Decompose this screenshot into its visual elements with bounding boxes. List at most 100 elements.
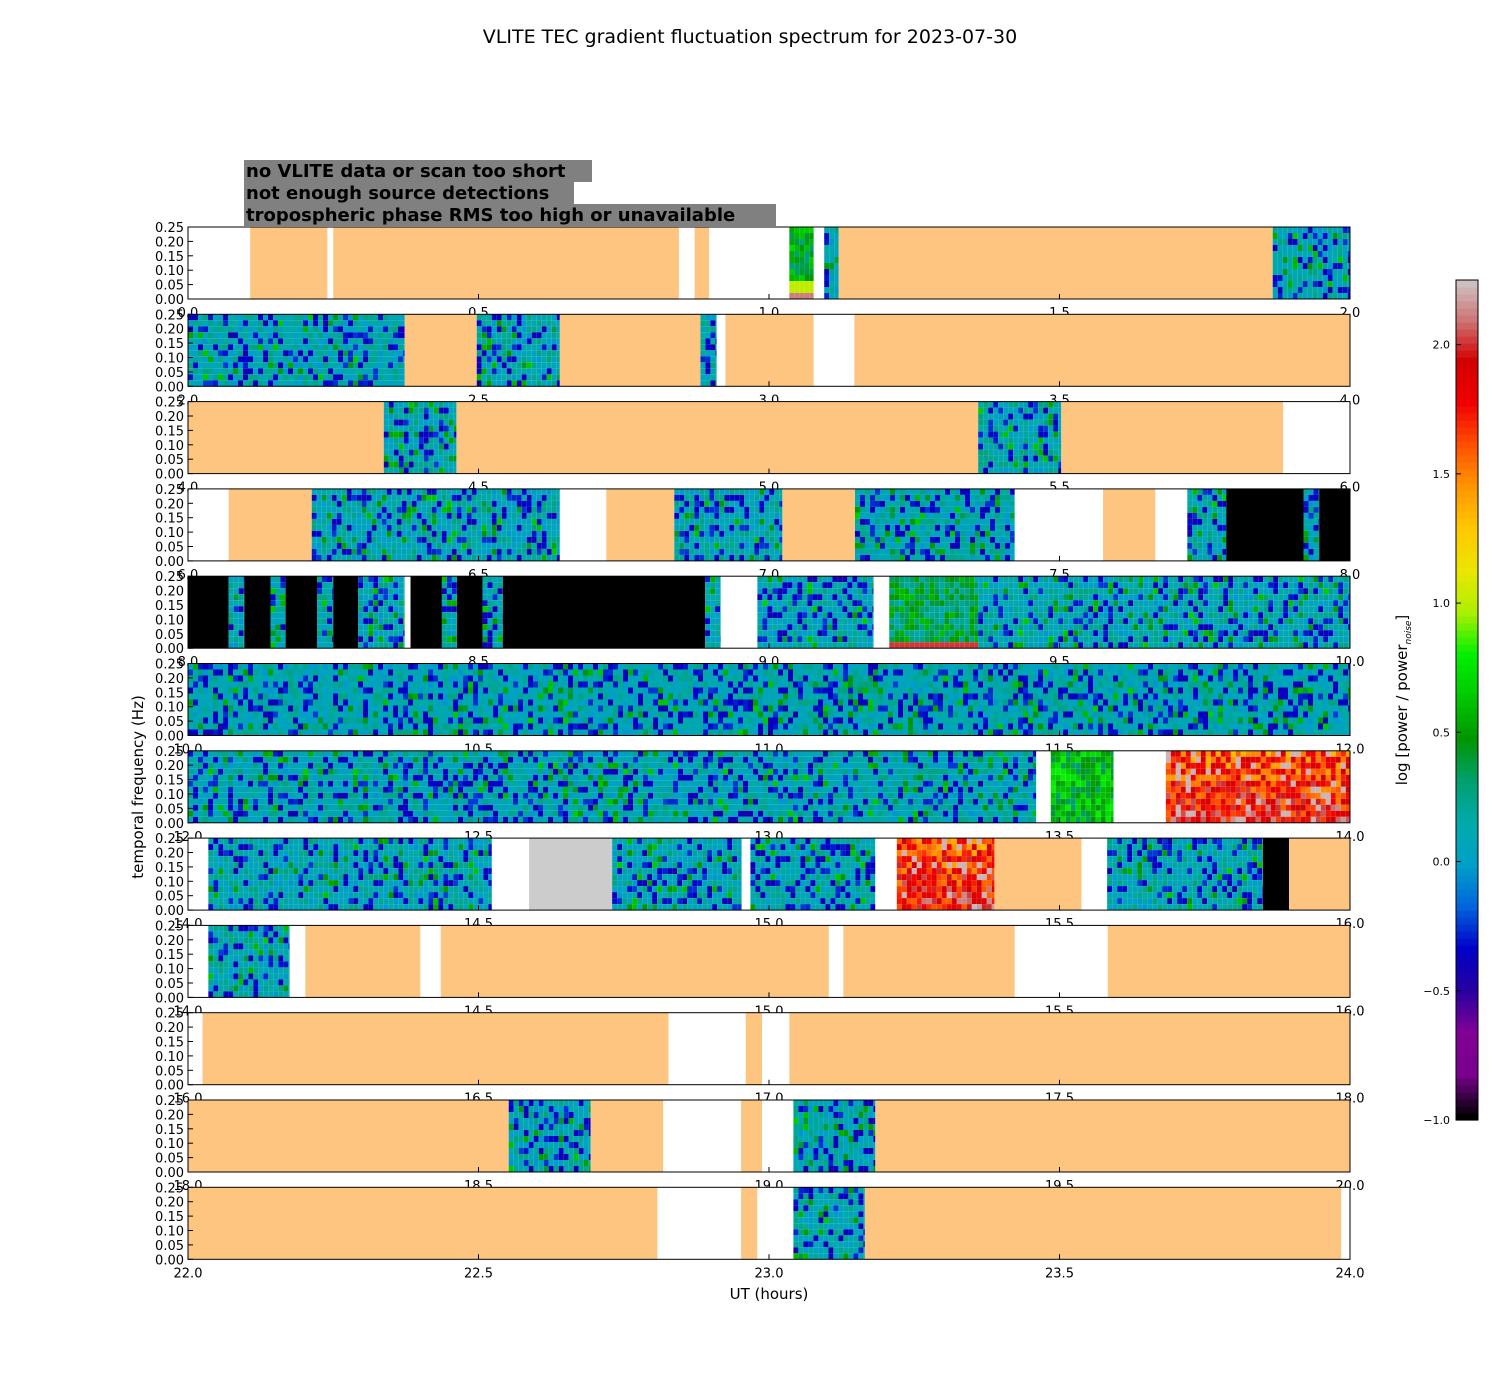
y-tick-label: 0.15 bbox=[155, 948, 184, 963]
x-tick-label: 22.0 bbox=[174, 1266, 203, 1281]
colorbar-step bbox=[1456, 294, 1478, 302]
colorbar-step bbox=[1456, 889, 1478, 897]
y-tick-label: 0.05 bbox=[155, 541, 184, 556]
y-tick-label: 0.05 bbox=[155, 366, 184, 381]
white-segment-9-0 bbox=[188, 1012, 203, 1085]
y-tick-label: 0.20 bbox=[155, 934, 184, 949]
spectrum-segment-1-2 bbox=[476, 314, 560, 387]
colorbar-step bbox=[1456, 770, 1478, 778]
y-tick-label: 0.15 bbox=[155, 1036, 184, 1051]
orange-segment-3-4 bbox=[606, 488, 675, 561]
y-tick-label: 0.00 bbox=[155, 642, 184, 657]
colorbar-step bbox=[1456, 1029, 1478, 1037]
colorbar-step bbox=[1456, 553, 1478, 561]
orange-segment-0-10 bbox=[838, 227, 1273, 299]
y-tick-label: 0.15 bbox=[155, 512, 184, 527]
colorbar-step bbox=[1456, 1043, 1478, 1051]
colorbar-step bbox=[1456, 567, 1478, 575]
white-segment-11-1 bbox=[657, 1187, 742, 1260]
colorbar-step bbox=[1456, 490, 1478, 498]
spectrum-segment-6-2 bbox=[1050, 750, 1114, 823]
black-segment-4-0 bbox=[188, 576, 229, 649]
colorbar-step bbox=[1456, 392, 1478, 400]
colorbar-step bbox=[1456, 651, 1478, 659]
colorbar-step bbox=[1456, 791, 1478, 799]
colorbar-step bbox=[1456, 308, 1478, 316]
orange-segment-8-9 bbox=[1107, 925, 1350, 998]
spectrum-segment-7-11 bbox=[1107, 838, 1263, 911]
colorbar-step bbox=[1456, 1036, 1478, 1044]
y-tick-label: 0.20 bbox=[155, 235, 184, 250]
spectrum-segment-4-16 bbox=[757, 576, 874, 649]
colorbar-step bbox=[1456, 469, 1478, 477]
colorbar-step bbox=[1456, 917, 1478, 925]
colorbar-step bbox=[1456, 1022, 1478, 1030]
x-tick-label: 24.0 bbox=[1336, 1266, 1365, 1281]
spectrum-segment-4-10 bbox=[441, 576, 458, 649]
colorbar-step bbox=[1456, 763, 1478, 771]
colorbar-step bbox=[1456, 854, 1478, 862]
colorbar-step bbox=[1456, 630, 1478, 638]
black-segment-4-4 bbox=[285, 576, 317, 649]
colorbar-step bbox=[1456, 945, 1478, 953]
legend-box-1 bbox=[244, 182, 574, 204]
white-segment-6-3 bbox=[1113, 750, 1166, 823]
spectrum-segment-11-4 bbox=[793, 1187, 865, 1260]
orange-segment-0-3 bbox=[333, 227, 679, 299]
colorbar-step bbox=[1456, 623, 1478, 631]
y-tick-label: 0.05 bbox=[155, 453, 184, 468]
white-segment-9-4 bbox=[762, 1012, 790, 1085]
white-segment-2-5 bbox=[1283, 401, 1350, 474]
y-tick-label: 0.10 bbox=[155, 1137, 184, 1152]
black-segment-7-12 bbox=[1262, 838, 1289, 911]
white-segment-7-5 bbox=[741, 838, 751, 911]
colorbar-step bbox=[1456, 686, 1478, 694]
spectrum-segment-0-9 bbox=[824, 227, 839, 299]
colorbar-step bbox=[1456, 658, 1478, 666]
colorbar-step bbox=[1456, 826, 1478, 834]
colorbar-step bbox=[1456, 343, 1478, 351]
y-tick-label: 0.10 bbox=[155, 613, 184, 628]
colorbar-step bbox=[1456, 833, 1478, 841]
spectrum-segment-4-12 bbox=[482, 576, 503, 649]
colorbar-step bbox=[1456, 329, 1478, 337]
colorbar-step bbox=[1456, 784, 1478, 792]
colorbar-step bbox=[1456, 462, 1478, 470]
legend-item-1: not enough source detections bbox=[246, 183, 549, 204]
colorbar-step bbox=[1456, 441, 1478, 449]
y-tick-label: 0.00 bbox=[155, 1079, 184, 1094]
spectrum-segment-6-4 bbox=[1165, 750, 1350, 823]
colorbar-step bbox=[1456, 742, 1478, 750]
colorbar-step bbox=[1456, 959, 1478, 967]
colorbar-step bbox=[1456, 980, 1478, 988]
white-segment-7-0 bbox=[188, 838, 209, 911]
orange-segment-2-0 bbox=[188, 401, 384, 474]
orange-segment-10-4 bbox=[741, 1100, 763, 1172]
black-segment-4-2 bbox=[244, 576, 271, 649]
spectrum-segment-3-2 bbox=[311, 488, 560, 561]
colorbar-step bbox=[1456, 609, 1478, 617]
colorbar-step bbox=[1456, 1071, 1478, 1079]
white-segment-3-10 bbox=[1155, 488, 1188, 561]
white-segment-7-10 bbox=[1081, 838, 1108, 911]
orange-segment-2-2 bbox=[456, 401, 979, 474]
white-segment-1-7 bbox=[813, 314, 855, 387]
y-tick-label: 0.10 bbox=[155, 963, 184, 978]
y-tick-label: 0.05 bbox=[155, 715, 184, 730]
colorbar-tick-label: −1.0 bbox=[1423, 1114, 1450, 1127]
spectrum-segment-4-19 bbox=[978, 576, 1350, 649]
colorbar-step bbox=[1456, 700, 1478, 708]
colorbar-step bbox=[1456, 532, 1478, 540]
colorbar-step bbox=[1456, 1106, 1478, 1114]
legend-box-2 bbox=[244, 204, 776, 226]
y-tick-label: 0.05 bbox=[155, 628, 184, 643]
colorbar-step bbox=[1456, 595, 1478, 603]
colorbar-step bbox=[1456, 924, 1478, 932]
y-tick-label: 0.15 bbox=[155, 424, 184, 439]
y-tick-label: 0.25 bbox=[155, 221, 184, 236]
spectrum-segment-7-8 bbox=[896, 838, 995, 911]
